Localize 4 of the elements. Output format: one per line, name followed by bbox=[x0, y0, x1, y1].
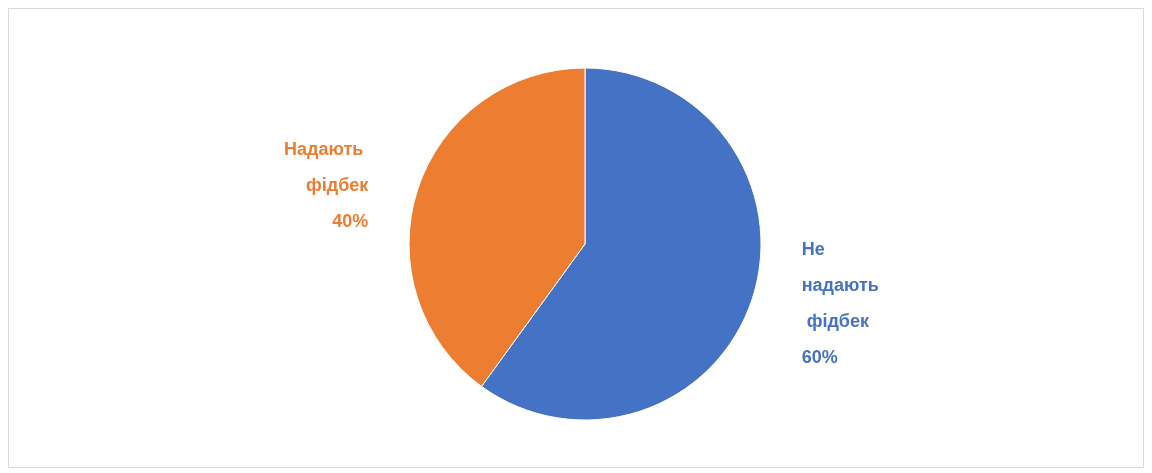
data-label: 60% bbox=[801, 347, 838, 368]
slice-label: Не надають фідбек bbox=[801, 239, 879, 332]
slice-label: Надають фідбек bbox=[284, 138, 370, 195]
data-label: 40% bbox=[332, 210, 369, 231]
